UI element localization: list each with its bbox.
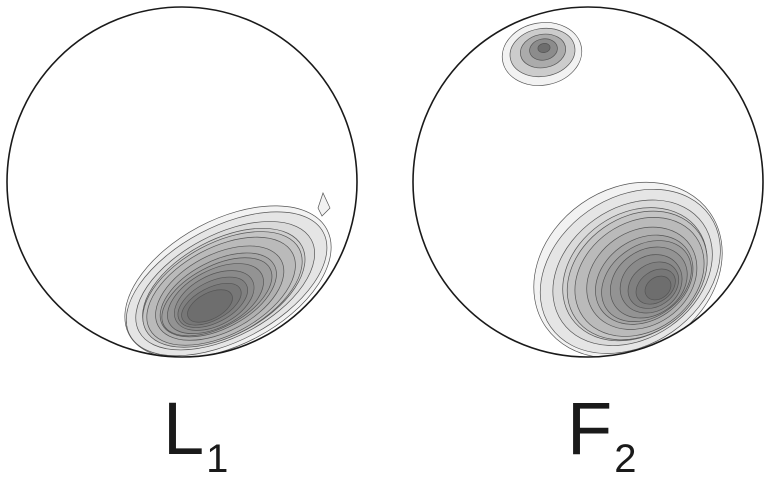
net-label-l1: L1 <box>163 392 228 480</box>
stereonet-f2 <box>412 6 764 358</box>
net-label-l1-sub: 1 <box>206 437 229 481</box>
net-label-f2-main: F <box>567 387 613 470</box>
stereonet-l1 <box>6 6 358 358</box>
l1-contour-14 <box>187 289 233 323</box>
density-contours-l1 <box>124 192 332 357</box>
net-label-l1-main: L <box>163 387 205 470</box>
net-label-f2-sub: 2 <box>614 437 637 481</box>
primitive-circle-l1 <box>6 6 358 358</box>
f2-south-contour-14 <box>644 275 672 301</box>
l1-outlier-contour <box>317 192 331 217</box>
f2-north-contour-5 <box>537 42 551 54</box>
net-label-f2: F2 <box>567 392 636 480</box>
density-contours-f2 <box>501 22 723 357</box>
primitive-circle-f2 <box>412 6 764 358</box>
